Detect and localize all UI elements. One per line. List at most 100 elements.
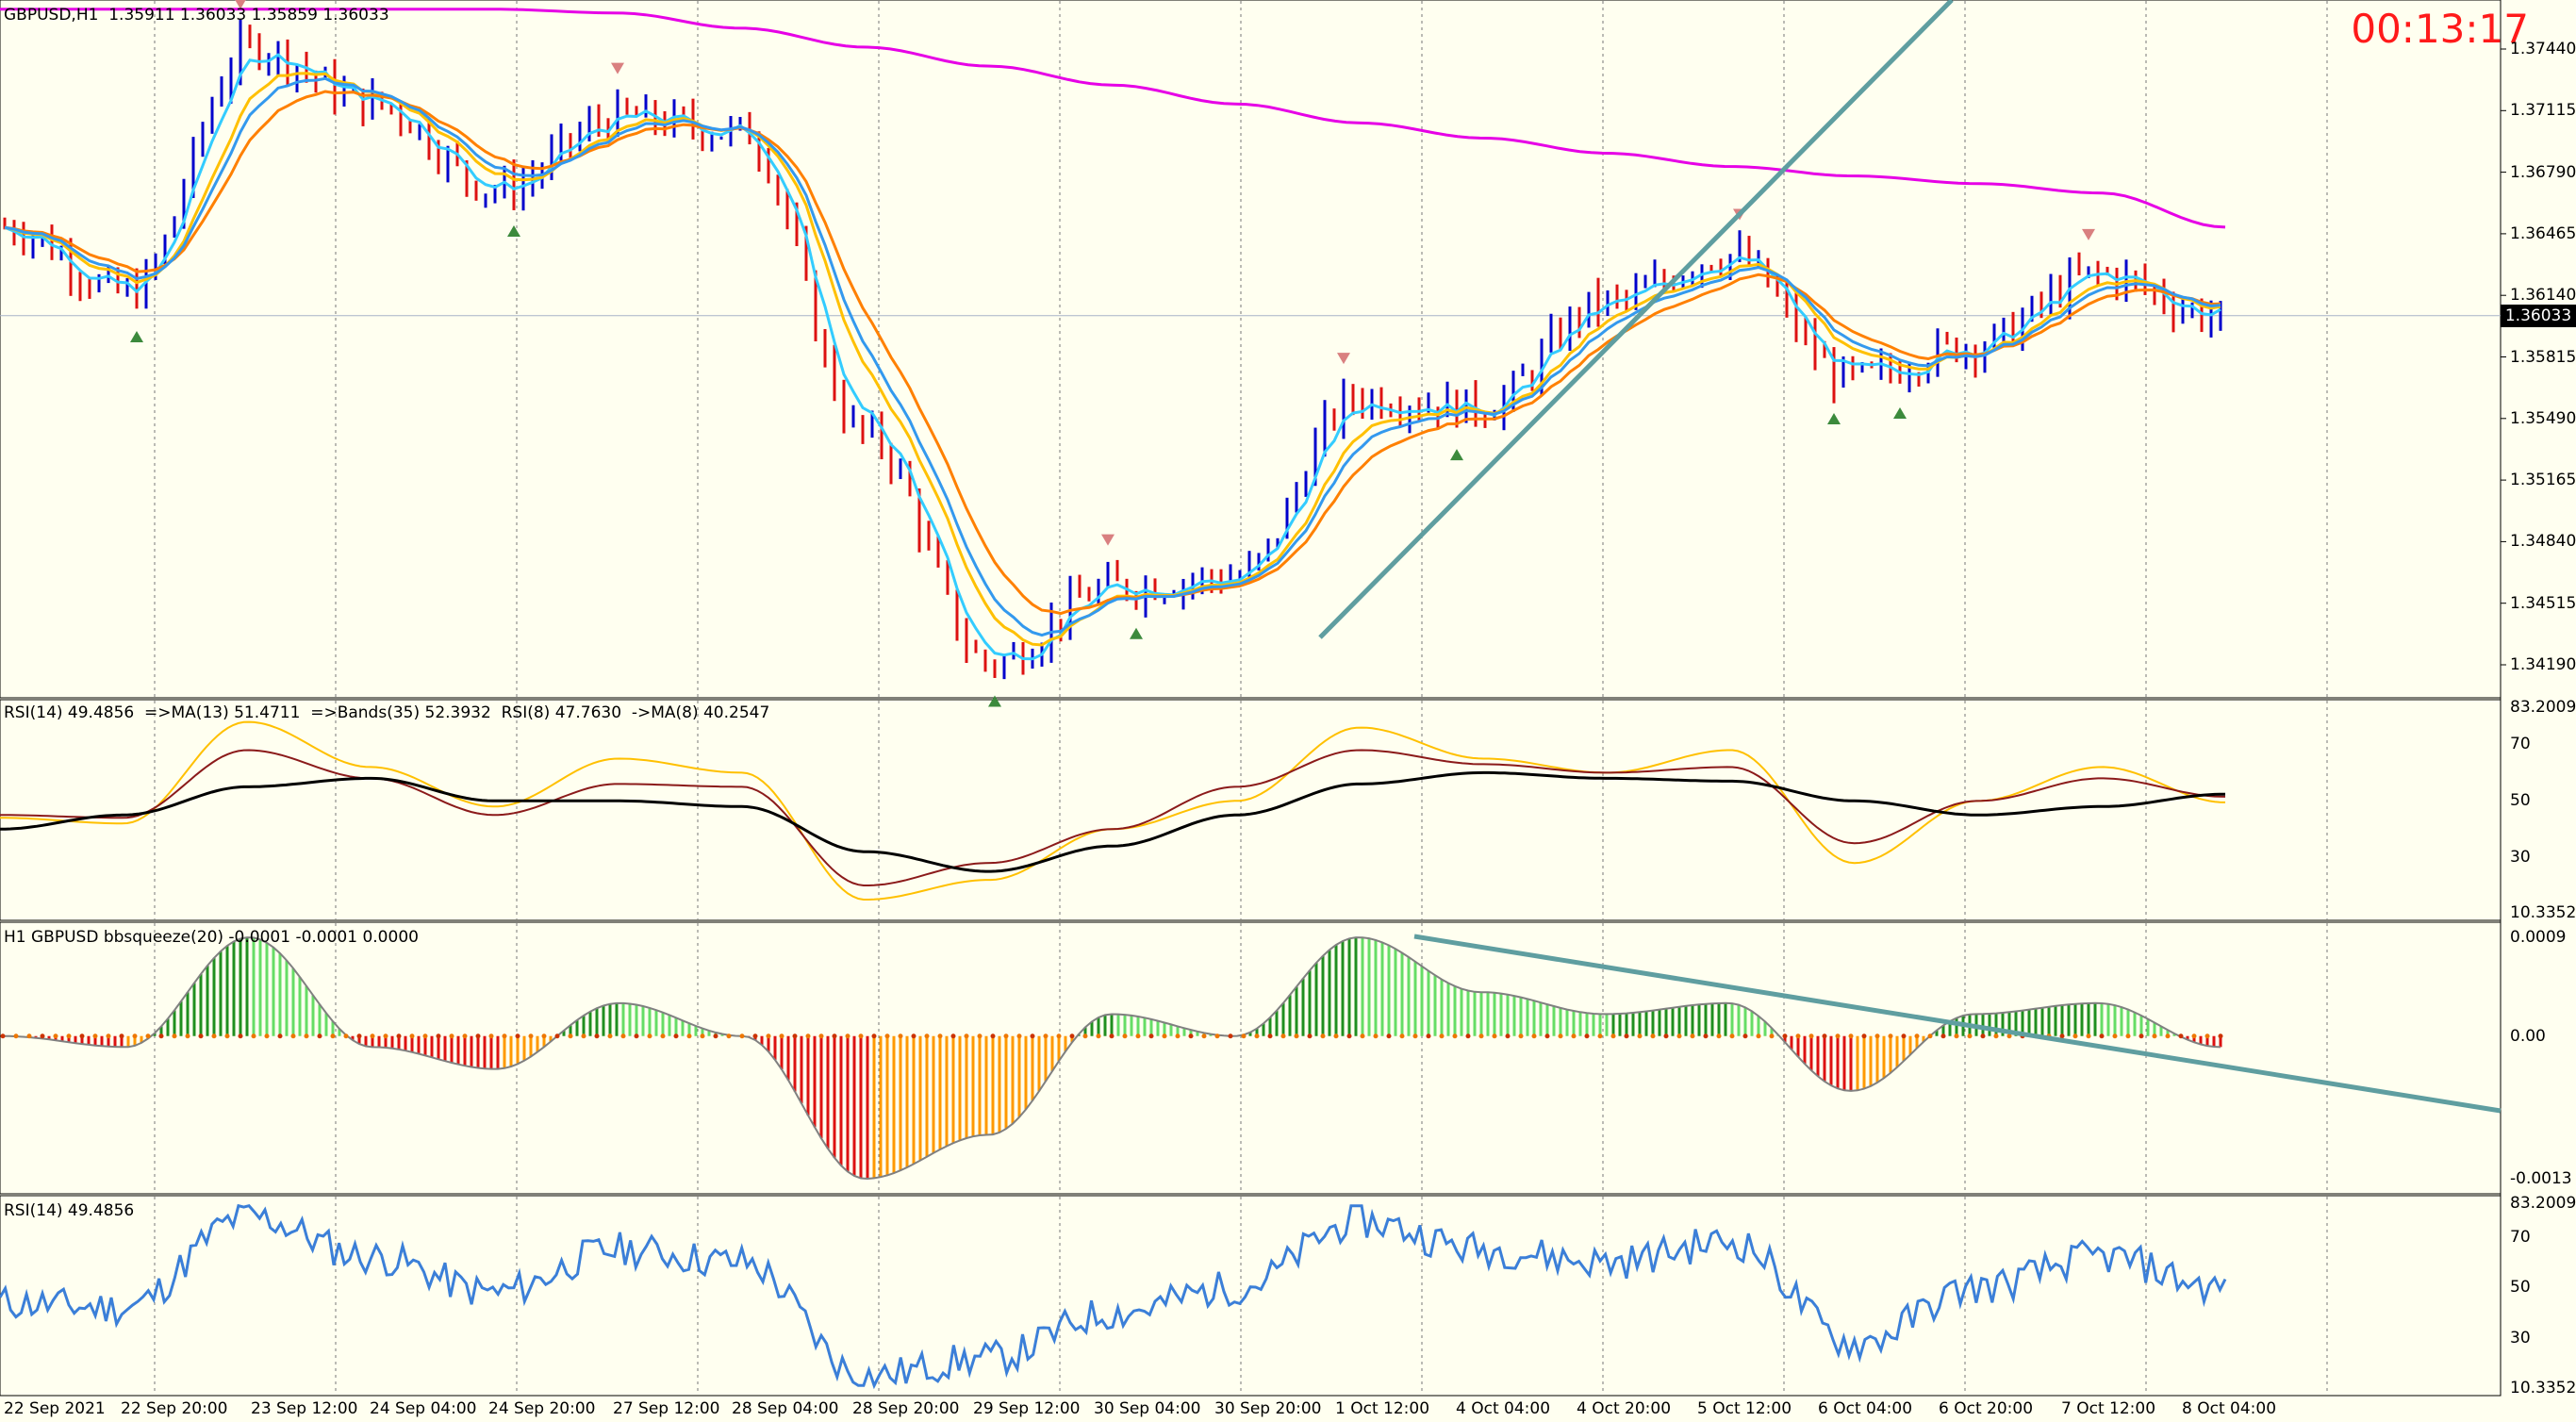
squeeze-dot (277, 1033, 283, 1039)
squeeze-dot (2099, 1033, 2105, 1039)
squeeze-dot (2165, 1033, 2171, 1039)
squeeze-dot (1742, 1033, 1748, 1039)
price-tick-label: 1.35815 (2510, 347, 2576, 367)
price-tick-label: 1.37440 (2510, 40, 2576, 58)
squeeze-dot (185, 1033, 190, 1039)
squeeze-dot (224, 1033, 230, 1039)
squeeze-dot (1188, 1033, 1194, 1039)
squeeze-dot (251, 1033, 256, 1039)
time-tick-label: 27 Sep 12:00 (613, 1399, 720, 1418)
squeeze-dot (1703, 1033, 1709, 1039)
squeeze-dot (686, 1033, 692, 1039)
squeeze-dot (581, 1033, 586, 1039)
squeeze-dot (2112, 1033, 2118, 1039)
squeeze-dot (1729, 1033, 1735, 1039)
squeeze-dot (1016, 1033, 1022, 1039)
squeeze-dot (1901, 1033, 1907, 1039)
squeeze-dot (2218, 1033, 2223, 1039)
squeeze-dot (911, 1033, 916, 1039)
squeeze-dot (858, 1033, 864, 1039)
pane-frame-3 (0, 1195, 2502, 1397)
squeeze-dot (106, 1033, 111, 1039)
squeeze-dot (1954, 1033, 1959, 1039)
squeeze-dot (660, 1033, 666, 1039)
squeeze-dot (805, 1033, 811, 1039)
squeeze-dot (1082, 1033, 1088, 1039)
fast-ma-line (4, 53, 2221, 661)
sell-arrow (2082, 228, 2095, 240)
time-tick-label: 30 Sep 20:00 (1214, 1399, 1322, 1418)
time-tick-label: 1 Oct 12:00 (1335, 1399, 1430, 1418)
price-tick-label: 1.35165 (2510, 471, 2576, 490)
price-tick-label: 1.34840 (2510, 532, 2576, 552)
sell-arrow (611, 62, 624, 74)
squeeze-dot (594, 1033, 600, 1039)
squeeze-dot (1452, 1033, 1458, 1039)
squeeze-dot (92, 1033, 98, 1039)
squeeze-dot (2086, 1033, 2091, 1039)
squeeze-dot (1927, 1033, 1933, 1039)
squeeze-dot (1914, 1033, 1920, 1039)
squeeze-dot (937, 1033, 943, 1039)
squeeze-dot (1043, 1033, 1049, 1039)
squeeze-dot (1769, 1033, 1775, 1039)
squeeze-dot (964, 1033, 969, 1039)
squeeze-dot (1201, 1033, 1207, 1039)
buy-arrow (130, 331, 143, 343)
squeeze-dot (2125, 1033, 2131, 1039)
squeeze-dot (13, 1033, 19, 1039)
squeeze-dot (515, 1033, 520, 1039)
time-tick-label: 6 Oct 20:00 (1939, 1399, 2034, 1418)
squeeze-dot (462, 1033, 468, 1039)
squeeze-dot (845, 1033, 850, 1039)
squeeze-dot (330, 1033, 336, 1039)
price-tick-label: 1.36140 (2510, 286, 2576, 306)
squeeze-dot (726, 1033, 732, 1039)
squeeze-dot (752, 1033, 758, 1039)
squeeze-dot (1505, 1033, 1511, 1039)
squeeze-dot (1228, 1033, 1233, 1039)
squeeze-dot (1650, 1033, 1656, 1039)
squeeze-dot (1148, 1033, 1154, 1039)
squeeze-dot (713, 1033, 718, 1039)
squeeze-dot (1162, 1033, 1167, 1039)
squeeze-dot (1096, 1033, 1101, 1039)
squeeze-dot (779, 1033, 784, 1039)
squeeze-dot (264, 1033, 270, 1039)
squeeze-dot (1056, 1033, 1062, 1039)
squeeze-dot (1716, 1033, 1722, 1039)
squeeze-dot (990, 1033, 996, 1039)
squeeze-dot (1360, 1033, 1365, 1039)
time-tick-label: 30 Sep 04:00 (1094, 1399, 1201, 1418)
buy-arrow (1827, 412, 1841, 424)
squeeze-dot (766, 1033, 771, 1039)
squeeze-dot (1518, 1033, 1524, 1039)
buy-arrow (507, 224, 520, 237)
price-tick-label: 1.36790 (2510, 162, 2576, 182)
squeeze-dot (1333, 1033, 1339, 1039)
squeeze-dot (739, 1033, 745, 1039)
buy-arrow (1450, 449, 1463, 461)
osc-tick-label: 0.0009 (2510, 928, 2567, 947)
squeeze-dot (1756, 1033, 1761, 1039)
squeeze-dot (1782, 1033, 1788, 1039)
squeeze-dot (26, 1033, 32, 1039)
squeeze-dot (2059, 1033, 2065, 1039)
squeeze-dot (2204, 1033, 2210, 1039)
squeeze-dot (832, 1033, 837, 1039)
time-tick-label: 28 Sep 04:00 (732, 1399, 839, 1418)
squeeze-dot (53, 1033, 58, 1039)
squeeze-dot (1373, 1033, 1379, 1039)
osc-tick-label: 70 (2510, 735, 2531, 754)
buy-arrow (1130, 627, 1143, 639)
squeeze-dot (673, 1033, 679, 1039)
time-tick-label: 22 Sep 20:00 (121, 1399, 228, 1418)
squeeze-dot (1888, 1033, 1893, 1039)
squeeze-dot (488, 1033, 494, 1039)
squeeze-dot (1478, 1033, 1484, 1039)
price-tick-label: 1.34190 (2510, 655, 2576, 674)
osc-tick-label: 10.3352 (2510, 1379, 2576, 1397)
squeeze-dot (1003, 1033, 1009, 1039)
squeeze-dot (1808, 1033, 1814, 1039)
